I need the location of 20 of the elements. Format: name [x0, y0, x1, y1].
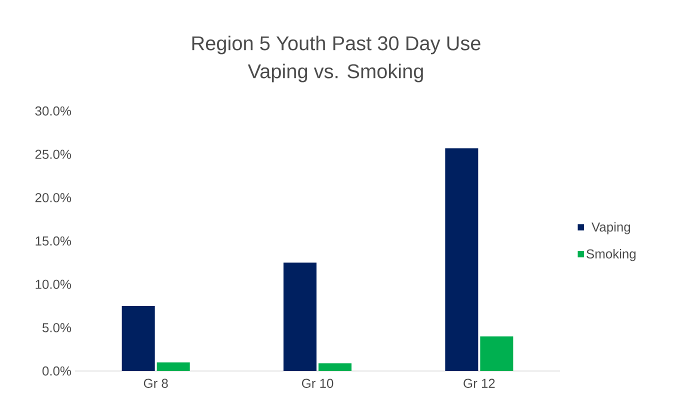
legend-label: Vaping: [592, 222, 630, 234]
bar: [122, 306, 155, 371]
y-tick-label: 10.0%: [36, 280, 72, 289]
chart-subtitle: Vaping vs. Smoking: [248, 64, 423, 82]
bar: [284, 262, 317, 371]
chart-title: Region 5 Youth Past 30 Day Use: [192, 36, 480, 54]
bar: [480, 336, 514, 371]
y-tick-label: 15.0%: [36, 236, 72, 246]
x-tick-label: Gr 8: [144, 378, 168, 388]
bar: [156, 362, 190, 371]
y-tick-label: 20.0%: [35, 193, 72, 202]
bar: [318, 363, 352, 371]
bar: [445, 148, 478, 371]
y-tick-label: 0.0%: [42, 366, 72, 376]
y-tick-label: 5.0%: [42, 323, 72, 332]
legend-label: Smoking: [586, 248, 636, 262]
y-tick-label: 25.0%: [35, 150, 72, 159]
x-tick-label: Gr 10: [302, 378, 334, 388]
y-tick-label: 30.0%: [35, 106, 72, 116]
x-tick-label: Gr 12: [464, 378, 495, 388]
